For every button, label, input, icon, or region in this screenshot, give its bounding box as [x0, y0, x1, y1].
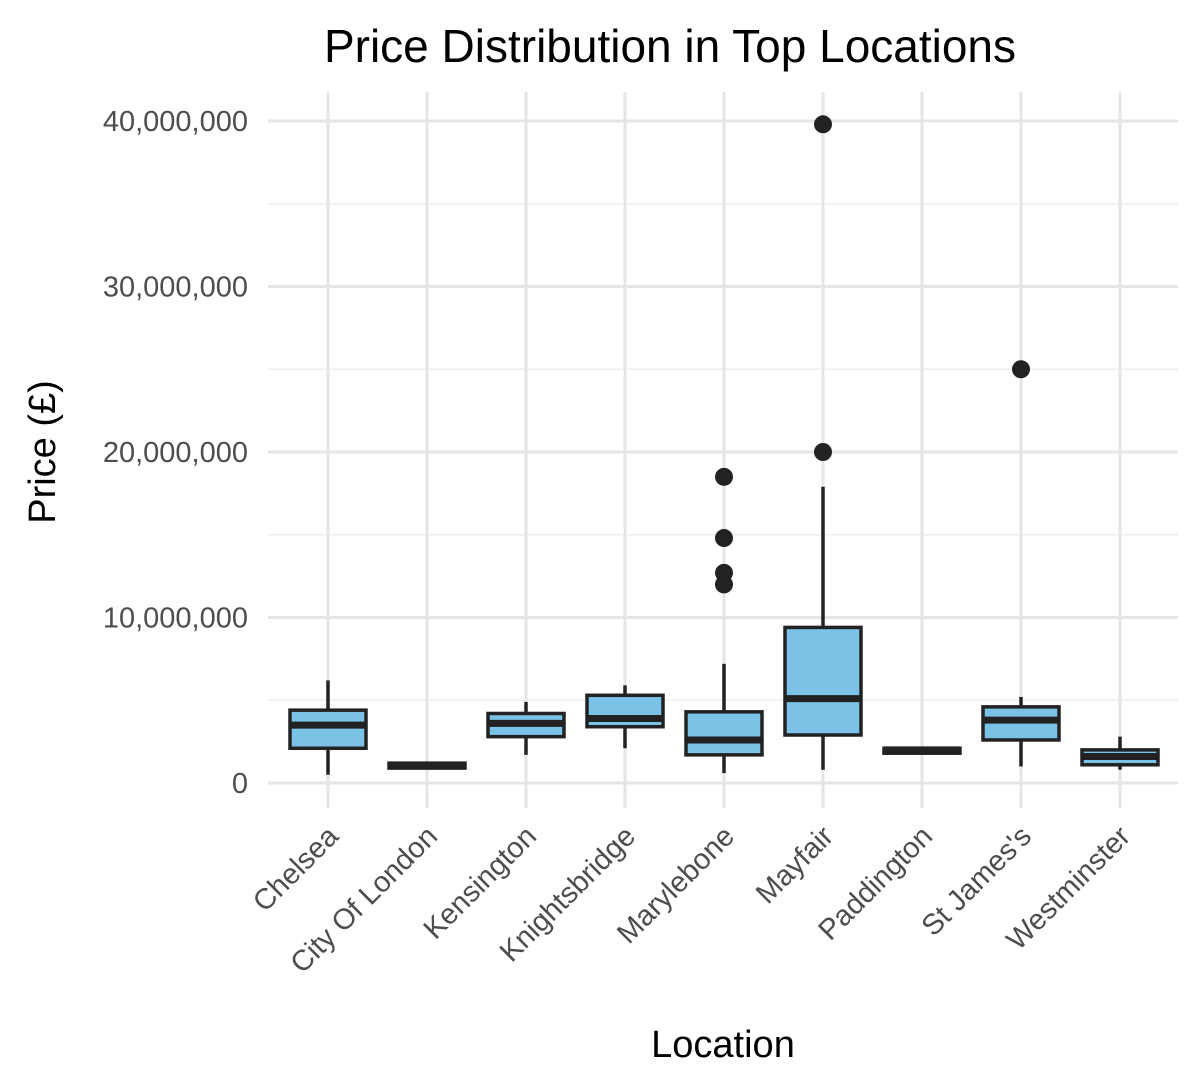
box-iqr: [288, 708, 368, 750]
box-plot-series: [288, 115, 1160, 775]
box-knightsbridge: [585, 685, 665, 749]
y-axis-tick-labels: 0 10,000,000 20,000,000 30,000,000 40,000,00…: [103, 106, 248, 800]
box-iqr: [684, 710, 764, 757]
box-iqr: [585, 693, 665, 729]
outlier-point: [814, 443, 832, 461]
box-st-james-s: [981, 360, 1061, 767]
chart-title: Price Distribution in Top Locations: [324, 20, 1016, 72]
y-axis-title: Price (£): [22, 380, 64, 524]
outlier-point: [715, 563, 733, 582]
x-tick-label: Chelsea: [247, 820, 345, 918]
box-paddington: [882, 746, 962, 755]
y-tick-label: 10,000,000: [103, 603, 248, 635]
y-tick-label: 40,000,000: [103, 106, 248, 138]
box-city-of-london: [387, 761, 467, 770]
x-axis-title: Location: [651, 1024, 795, 1066]
y-tick-label: 0: [232, 768, 248, 800]
outlier-point: [715, 529, 733, 548]
outlier-point: [1012, 360, 1030, 379]
box-iqr: [783, 625, 863, 737]
x-tick-label: Mayfair: [750, 820, 840, 910]
outlier-point: [715, 467, 733, 486]
box-westminster: [1080, 736, 1160, 770]
box-marylebone: [684, 467, 764, 774]
box-mayfair: [783, 115, 863, 770]
box-kensington: [486, 701, 566, 755]
y-tick-label: 20,000,000: [103, 437, 248, 469]
box-chelsea: [288, 680, 368, 775]
outlier-point: [814, 115, 832, 134]
y-tick-label: 30,000,000: [103, 272, 248, 304]
